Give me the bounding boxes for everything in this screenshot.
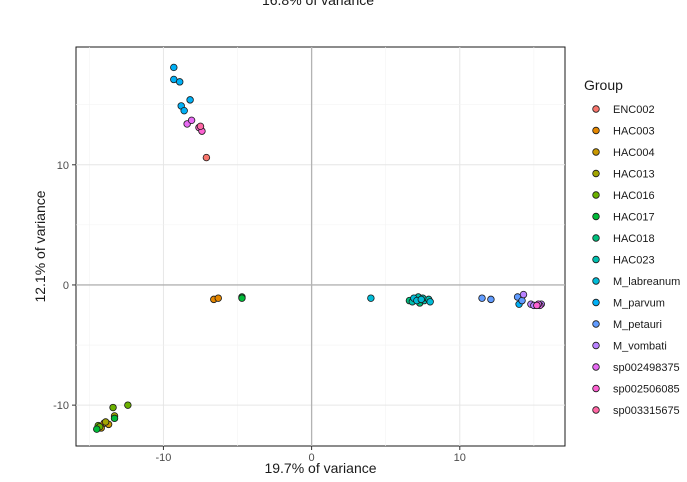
data-point (367, 294, 375, 302)
data-point (478, 294, 486, 302)
y-tick-label: 0 (63, 280, 69, 292)
legend: Group ENC002 HAC003 HAC004 HAC013 HAC016 HAC0… (584, 77, 680, 417)
data-points (93, 63, 545, 433)
data-point (187, 116, 196, 125)
legend-label: HAC018 (613, 233, 655, 245)
y-tick-label: -10 (53, 400, 69, 412)
data-point (186, 96, 194, 104)
legend-item: HAC018 (592, 233, 655, 245)
data-point (487, 295, 495, 304)
reference-lines (76, 47, 565, 446)
legend-item: HAC016 (592, 190, 655, 202)
y-axis-title: 12.1% of variance (32, 190, 48, 302)
data-point (176, 78, 184, 86)
data-point (124, 401, 132, 409)
x-tick-label: -10 (155, 452, 171, 464)
y-axis-ticks: -10 0 10 (53, 160, 76, 412)
legend-swatch (592, 234, 600, 242)
legend-swatch (592, 126, 600, 135)
legend-swatch (592, 169, 600, 178)
legend-item: HAC013 (592, 169, 655, 181)
legend-label: M_petauri (613, 319, 662, 331)
legend-item: ENC002 (592, 104, 655, 116)
legend-label: HAC017 (613, 212, 655, 224)
data-point (93, 425, 101, 433)
legend-swatch (592, 363, 600, 371)
legend-items: ENC002 HAC003 HAC004 HAC013 HAC016 HAC017 HAC0… (592, 104, 680, 417)
legend-item: HAC004 (592, 147, 655, 159)
legend-item: M_parvum (592, 298, 665, 310)
legend-label: sp002506085 (613, 384, 680, 396)
y-tick-label: 10 (57, 160, 69, 172)
data-point (417, 295, 425, 304)
legend-swatch (592, 320, 600, 328)
legend-label: HAC004 (613, 147, 655, 159)
data-point (238, 294, 246, 302)
x-tick-label: 10 (454, 452, 466, 464)
data-point (101, 418, 110, 426)
legend-swatch (592, 255, 600, 264)
data-point (110, 414, 119, 423)
data-point (533, 301, 541, 310)
legend-label: HAC016 (613, 190, 655, 202)
legend-item: sp002506085 (592, 384, 680, 396)
data-point (196, 122, 205, 131)
legend-item: M_vombati (592, 341, 667, 353)
legend-label: HAC023 (613, 255, 655, 267)
legend-swatch (592, 105, 600, 113)
data-point (109, 403, 117, 412)
legend-swatch (592, 341, 600, 350)
data-point (214, 294, 222, 302)
legend-label: sp003315675 (613, 405, 680, 417)
legend-item: M_petauri (592, 319, 662, 331)
legend-swatch (592, 148, 600, 156)
legend-swatch (592, 277, 600, 285)
data-point (202, 153, 211, 162)
legend-label: ENC002 (613, 104, 655, 116)
legend-swatch (592, 191, 600, 199)
legend-swatch (592, 212, 600, 221)
legend-item: M_labreanum (592, 276, 680, 288)
x-axis-title: 19.7% of variance (264, 460, 376, 476)
x-tick-label: 0 (309, 452, 315, 464)
legend-item: HAC023 (592, 255, 655, 267)
data-point (426, 298, 434, 306)
legend-label: sp002498375 (613, 362, 680, 374)
legend-label: HAC013 (613, 169, 655, 181)
legend-label: M_vombati (613, 341, 667, 353)
top-axis-title: 16.8% of variance (262, 0, 374, 8)
data-point (518, 296, 526, 305)
legend-item: sp003315675 (592, 405, 680, 417)
plot-panel (75, 46, 566, 447)
data-point (180, 106, 188, 115)
x-axis-ticks: -10 0 10 (155, 446, 466, 464)
legend-item: sp002498375 (592, 362, 680, 374)
legend-item: HAC017 (592, 212, 655, 224)
legend-label: HAC003 (613, 126, 655, 138)
legend-item: HAC003 (592, 126, 655, 138)
data-point (519, 290, 528, 299)
legend-swatch (592, 406, 600, 414)
legend-label: M_parvum (613, 298, 665, 310)
legend-swatch (592, 384, 600, 393)
legend-swatch (592, 298, 600, 307)
legend-title: Group (584, 77, 623, 93)
data-point (170, 63, 178, 72)
legend-label: M_labreanum (613, 276, 680, 288)
